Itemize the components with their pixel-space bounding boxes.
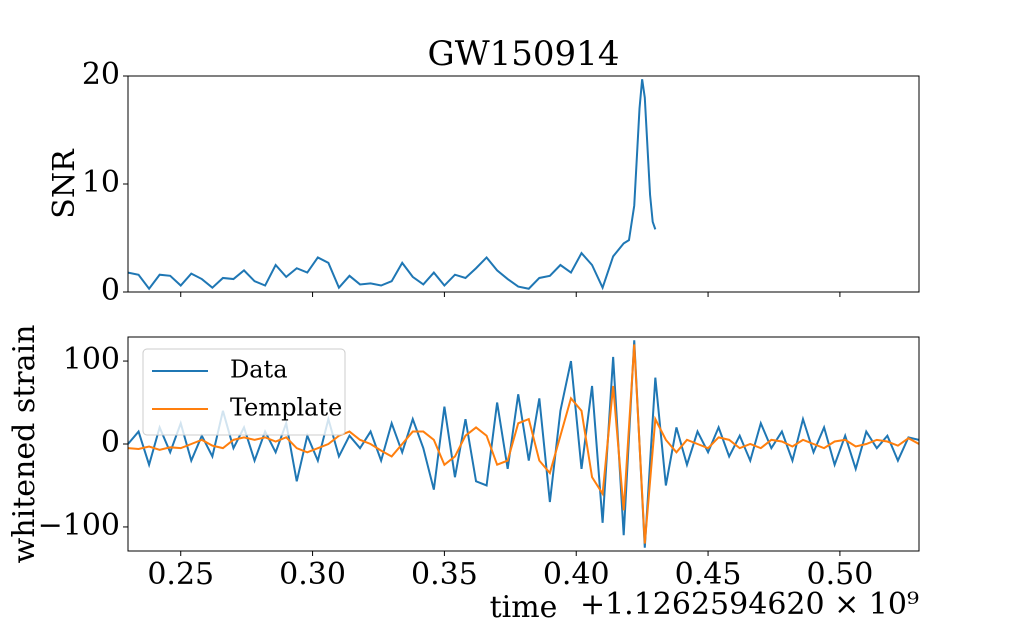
x-tick-label: 0.35 (411, 557, 478, 592)
y-tick-label: 0 (101, 273, 120, 308)
plot-area (128, 79, 657, 291)
legend-label: Data (230, 356, 288, 384)
y-tick-label: −100 (38, 508, 120, 543)
y-tick-label: 10 (82, 165, 120, 200)
x-tick-label: 0.50 (807, 557, 874, 592)
offset-text: +1.1262594620 × 10⁹ (580, 587, 919, 622)
x-axis-label: time (490, 590, 558, 625)
legend-label: Template (230, 394, 342, 422)
data-line (128, 79, 657, 291)
y-tick-label: 20 (82, 57, 120, 92)
x-tick-label: 0.45 (675, 557, 742, 592)
y-tick-label: 100 (63, 342, 120, 377)
data-line (128, 344, 919, 544)
x-tick-label: 0.25 (147, 557, 214, 592)
axes-frame (127, 75, 920, 293)
x-tick-label: 0.40 (543, 557, 610, 592)
y-axis-label: SNR (47, 148, 82, 219)
y-tick-label: 0 (101, 425, 120, 460)
plot-area (128, 340, 919, 548)
data-line (128, 340, 919, 548)
x-tick-label: 0.30 (279, 557, 346, 592)
chart-title: GW150914 (428, 34, 620, 74)
y-axis-label: whitened strain (7, 325, 42, 564)
